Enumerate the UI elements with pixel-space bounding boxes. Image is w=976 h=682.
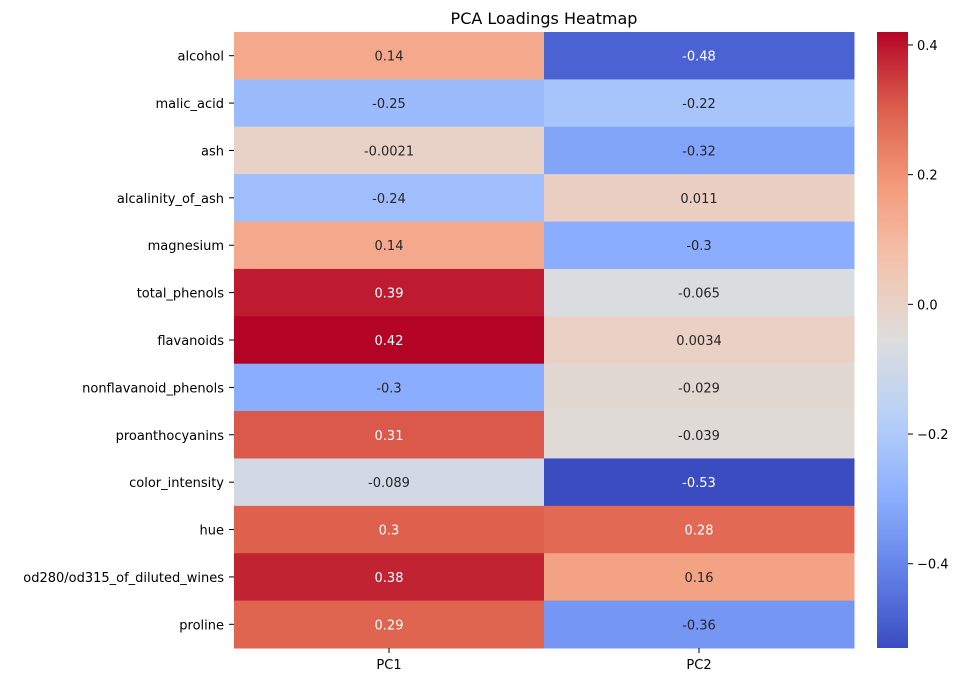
heatmap-cell-color-intensity-pc1 xyxy=(234,458,545,507)
cell-value-label: -0.089 xyxy=(368,476,410,491)
heatmap-cell-hue-pc2 xyxy=(544,505,855,554)
heatmap-cell-ash-pc2 xyxy=(544,126,855,175)
cell-value-label: -0.25 xyxy=(372,97,406,112)
y-tick-label-od280-od315-of-diluted-wines: od280/od315_of_diluted_wines xyxy=(23,571,224,586)
cell-value-label: -0.3 xyxy=(376,381,401,396)
cell-value-label: -0.22 xyxy=(682,97,716,112)
heatmap-cell-labels: 0.14 -0.48 -0.25 -0.22 -0.0021 -0.32 -0.24 0.01… xyxy=(364,50,722,634)
colorbar-gradient xyxy=(877,32,908,648)
heatmap-cell-proanthocyanins-pc2 xyxy=(544,411,855,459)
heatmap-cell-proanthocyanins-pc1 xyxy=(234,411,545,459)
heatmap-cell-color-intensity-pc2 xyxy=(544,458,855,507)
y-tick-label-magnesium: magnesium xyxy=(148,239,224,254)
y-tick-label-ash: ash xyxy=(201,144,224,159)
heatmap-cell-alcohol-pc1 xyxy=(234,32,545,80)
heatmap-cell-malic-acid-pc2 xyxy=(544,79,855,128)
colorbar: 0.4 0.2 0.0 −0.2 −0.4 xyxy=(877,32,949,648)
y-tick-label-hue: hue xyxy=(200,524,224,539)
x-tick-label-pc2: PC2 xyxy=(686,658,711,673)
cell-value-label: 0.29 xyxy=(375,618,404,633)
cell-value-label: 0.31 xyxy=(375,429,404,444)
colorbar-tick-label: 0.4 xyxy=(917,39,938,54)
colorbar-tick-label: −0.2 xyxy=(917,428,949,443)
heatmap-cells xyxy=(234,32,855,649)
heatmap-cell-alcalinity-of-ash-pc1 xyxy=(234,174,545,223)
heatmap-cell-proline-pc1 xyxy=(234,600,545,649)
cell-value-label: 0.28 xyxy=(685,524,714,539)
heatmap-cell-magnesium-pc2 xyxy=(544,221,855,270)
heatmap-cell-od280-od315-of-diluted-wines-pc2 xyxy=(544,553,855,602)
cell-value-label: -0.065 xyxy=(678,287,720,302)
y-tick-label-flavanoids: flavanoids xyxy=(157,334,224,349)
colorbar-tick-label: 0.2 xyxy=(917,169,938,184)
y-tick-label-malic-acid: malic_acid xyxy=(156,97,224,112)
cell-value-label: -0.32 xyxy=(682,144,716,159)
cell-value-label: 0.39 xyxy=(375,287,404,302)
heatmap-cell-proline-pc2 xyxy=(544,600,855,649)
cell-value-label: -0.36 xyxy=(682,618,716,633)
cell-value-label: 0.16 xyxy=(685,571,714,586)
cell-value-label: -0.24 xyxy=(372,192,406,207)
colorbar-tick-label: 0.0 xyxy=(917,298,938,313)
cell-value-label: -0.48 xyxy=(682,50,716,65)
heatmap-cell-total-phenols-pc2 xyxy=(544,268,855,317)
y-tick-label-alcohol: alcohol xyxy=(178,50,224,65)
y-tick-label-total-phenols: total_phenols xyxy=(137,287,225,302)
heatmap-cell-nonflavanoid-phenols-pc1 xyxy=(234,363,545,412)
cell-value-label: 0.0034 xyxy=(676,334,722,349)
y-tick-label-nonflavanoid-phenols: nonflavanoid_phenols xyxy=(82,381,224,396)
heatmap-cell-alcalinity-of-ash-pc2 xyxy=(544,174,855,223)
heatmap-cell-alcohol-pc2 xyxy=(544,32,855,80)
y-tick-label-color-intensity: color_intensity xyxy=(129,476,224,491)
heatmap-cell-hue-pc1 xyxy=(234,505,545,554)
x-tick-label-pc1: PC1 xyxy=(376,658,401,673)
y-tick-label-proanthocyanins: proanthocyanins xyxy=(116,429,225,444)
cell-value-label: 0.42 xyxy=(375,334,404,349)
cell-value-label: 0.14 xyxy=(375,50,404,65)
cell-value-label: -0.029 xyxy=(678,381,720,396)
heatmap-cell-total-phenols-pc1 xyxy=(234,268,545,317)
y-tick-label-alcalinity-of-ash: alcalinity_of_ash xyxy=(117,192,224,207)
heatmap-cell-flavanoids-pc1 xyxy=(234,316,545,365)
heatmap-cell-magnesium-pc1 xyxy=(234,221,545,270)
cell-value-label: 0.14 xyxy=(375,239,404,254)
heatmap-cell-nonflavanoid-phenols-pc2 xyxy=(544,363,855,412)
x-axis: PC1 PC2 xyxy=(376,648,712,673)
cell-value-label: -0.53 xyxy=(682,476,716,491)
heatmap-cell-ash-pc1 xyxy=(234,126,545,175)
y-tick-label-proline: proline xyxy=(179,618,224,633)
heatmap-cell-flavanoids-pc2 xyxy=(544,316,855,365)
cell-value-label: -0.3 xyxy=(686,239,711,254)
cell-value-label: 0.38 xyxy=(375,571,404,586)
heatmap-cell-malic-acid-pc1 xyxy=(234,79,545,128)
chart-title: PCA Loadings Heatmap xyxy=(451,9,638,28)
cell-value-label: -0.0021 xyxy=(364,144,414,159)
heatmap-cell-od280-od315-of-diluted-wines-pc1 xyxy=(234,553,545,602)
colorbar-tick-label: −0.4 xyxy=(917,558,949,573)
cell-value-label: -0.039 xyxy=(678,429,720,444)
cell-value-label: 0.011 xyxy=(680,192,717,207)
cell-value-label: 0.3 xyxy=(379,524,400,539)
